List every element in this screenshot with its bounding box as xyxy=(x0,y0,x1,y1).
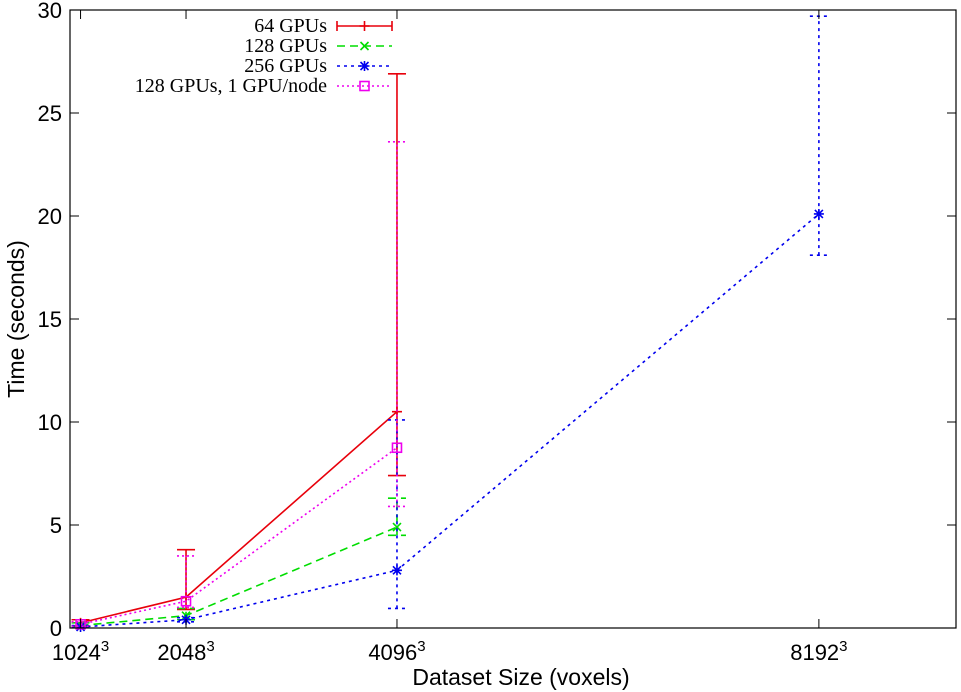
series-line xyxy=(80,447,398,626)
point-marker xyxy=(391,442,403,454)
y-tick-label: 25 xyxy=(38,101,62,126)
error-bar xyxy=(387,141,406,508)
legend-entry-2: 256 GPUs xyxy=(244,55,392,77)
point-marker xyxy=(359,21,370,31)
legend-label: 256 GPUs xyxy=(244,55,327,77)
x-tick-label: 10243 xyxy=(52,638,109,665)
point-marker xyxy=(392,522,402,532)
point-marker xyxy=(813,208,824,219)
y-tick-label: 0 xyxy=(50,616,62,641)
y-tick-label: 20 xyxy=(38,204,62,229)
plot-frame xyxy=(69,9,957,629)
legend-entry-3: 128 GPUs, 1 GPU/node xyxy=(135,75,392,97)
point-marker xyxy=(180,595,192,607)
error-bar xyxy=(177,555,196,609)
y-tick-label: 10 xyxy=(38,410,62,435)
chart-marks xyxy=(71,15,828,632)
legend-sample-cap xyxy=(336,21,393,31)
axis-ticks: 0 5 10 15 20 25 30 10243 20483 40963 81923 xyxy=(38,0,956,665)
point-marker xyxy=(359,41,370,51)
series-3 xyxy=(71,141,406,630)
x-tick-label: 81923 xyxy=(790,638,847,665)
y-tick-label: 30 xyxy=(38,0,62,23)
legend-label: 64 GPUs xyxy=(254,15,327,37)
series-1 xyxy=(71,497,406,631)
legend-entry-1: 128 GPUs xyxy=(244,35,392,57)
legend-label: 128 GPUs xyxy=(244,35,327,57)
y-tick-label: 15 xyxy=(38,307,62,332)
point-marker xyxy=(359,61,370,71)
x-tick-label: 20483 xyxy=(157,638,214,665)
error-bar xyxy=(809,15,828,256)
legend-label: 128 GPUs, 1 GPU/node xyxy=(135,75,327,97)
point-marker xyxy=(359,80,370,92)
series-line xyxy=(80,213,820,628)
x-tick-label: 40963 xyxy=(368,638,425,665)
x-axis-title: Dataset Size (voxels) xyxy=(412,664,629,690)
series-line xyxy=(80,411,398,624)
y-axis-title: Time (seconds) xyxy=(3,240,29,398)
point-marker xyxy=(391,565,402,576)
legend-entry-0: 64 GPUs xyxy=(254,15,393,37)
series-2 xyxy=(71,15,828,632)
y-tick-label: 5 xyxy=(50,513,62,538)
